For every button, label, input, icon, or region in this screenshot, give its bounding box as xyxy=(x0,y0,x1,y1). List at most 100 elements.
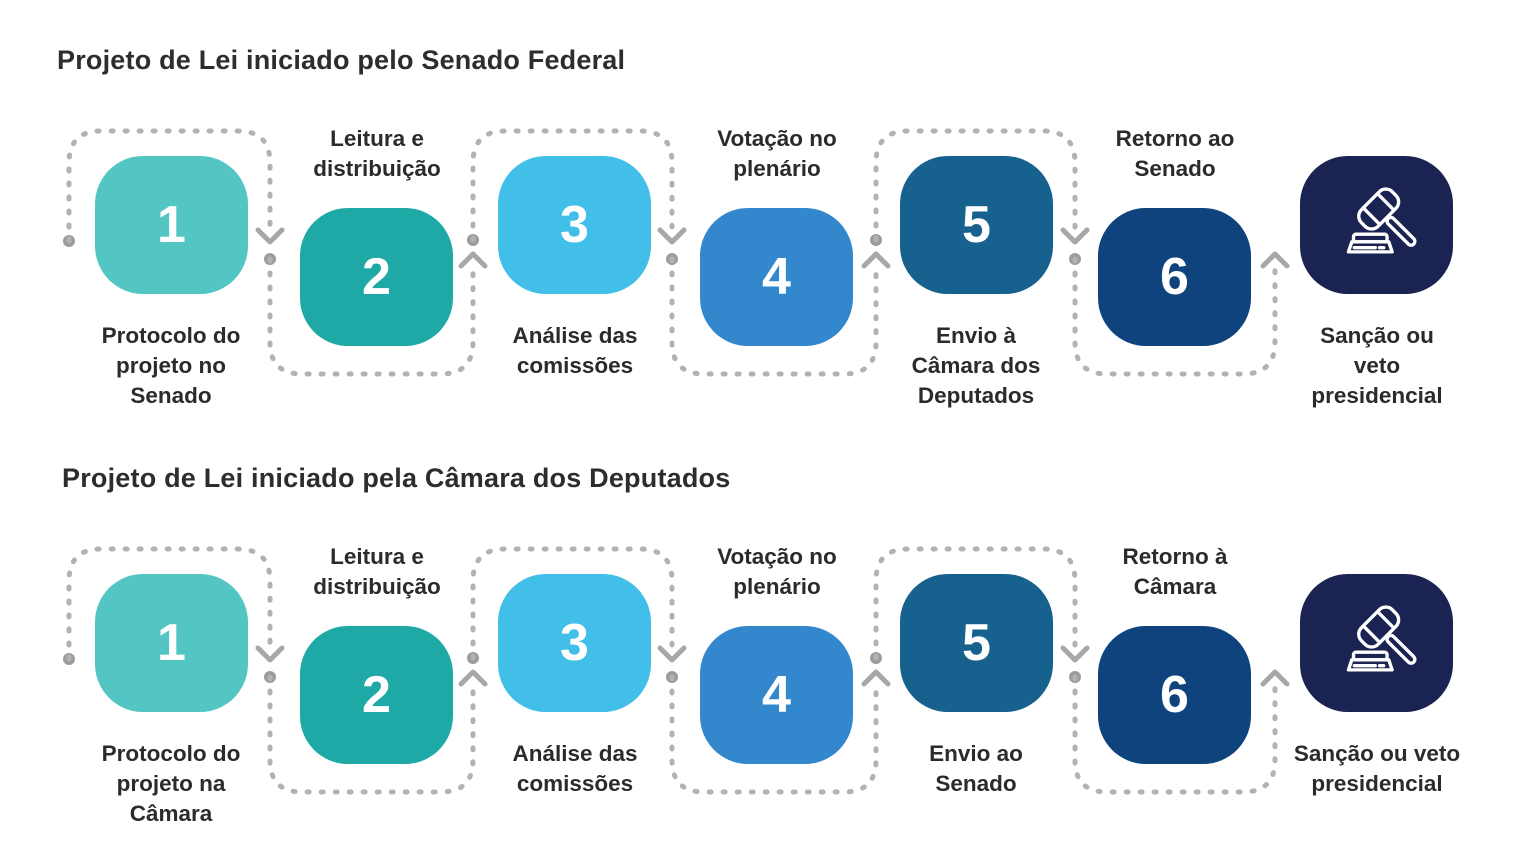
label-line: comissões xyxy=(516,353,634,378)
label-line: Leitura e xyxy=(330,126,424,151)
step-number: 2 xyxy=(362,248,391,306)
label-line: Envio ao xyxy=(929,741,1023,766)
label-line: veto xyxy=(1353,353,1401,378)
step-3-label: Análise das comissões xyxy=(460,739,690,799)
connector-dot xyxy=(467,234,479,246)
arrow-up-icon xyxy=(861,251,891,269)
connector-dot xyxy=(264,253,276,265)
label-line: Câmara xyxy=(1133,574,1217,599)
step-4-block: 4 xyxy=(700,208,853,346)
final-step-label: Sanção ou veto presidencial xyxy=(1262,321,1492,411)
step-2-block: 2 xyxy=(300,626,453,764)
step-4-block: 4 xyxy=(700,626,853,764)
step-4-label: Votação no plenário xyxy=(662,124,892,184)
flow-title-senado: Projeto de Lei iniciado pelo Senado Fede… xyxy=(57,45,626,75)
step-4-label: Votação no plenário xyxy=(662,542,892,602)
label-line: Sanção ou veto xyxy=(1293,741,1461,766)
arrow-down-icon xyxy=(1060,645,1090,663)
arrow-up-icon xyxy=(1260,669,1290,687)
label-line: distribuição xyxy=(313,574,441,599)
label-line: Câmara dos xyxy=(911,353,1041,378)
step-3-label: Análise das comissões xyxy=(460,321,690,381)
arrow-up-icon xyxy=(861,669,891,687)
label-line: projeto na xyxy=(116,771,226,796)
step-2-label: Leitura e distribuição xyxy=(262,124,492,184)
label-line: Análise das xyxy=(512,741,638,766)
label-line: plenário xyxy=(733,574,821,599)
gavel-icon xyxy=(1346,187,1417,254)
arrow-down-icon xyxy=(255,227,285,245)
step-5-label: Envio à Câmara dos Deputados xyxy=(861,321,1091,411)
final-step-block xyxy=(1300,156,1453,294)
label-line: Sanção ou xyxy=(1320,323,1434,348)
label-line: comissões xyxy=(516,771,634,796)
arrow-up-icon xyxy=(458,669,488,687)
step-6-block: 6 xyxy=(1098,208,1251,346)
arrow-down-icon xyxy=(657,645,687,663)
label-line: Retorno ao xyxy=(1115,126,1235,151)
final-step-label: Sanção ou veto presidencial xyxy=(1262,739,1492,799)
arrow-up-icon xyxy=(1260,251,1290,269)
step-1-block: 1 xyxy=(95,156,248,294)
step-6-label: Retorno à Câmara xyxy=(1060,542,1290,602)
step-number: 5 xyxy=(962,614,991,672)
connector-dot xyxy=(467,652,479,664)
connector-start-dot xyxy=(63,235,75,247)
step-5-block: 5 xyxy=(900,156,1053,294)
step-number: 5 xyxy=(962,196,991,254)
step-3-block: 3 xyxy=(498,156,651,294)
connector-dot xyxy=(870,234,882,246)
step-number: 3 xyxy=(560,196,589,254)
label-line: Deputados xyxy=(917,383,1035,408)
step-2-label: Leitura e distribuição xyxy=(262,542,492,602)
step-1-label: Protocolo do projeto na Câmara xyxy=(56,739,286,829)
label-line: Envio à xyxy=(935,323,1017,348)
connector-dot xyxy=(264,671,276,683)
step-number: 6 xyxy=(1160,666,1189,724)
label-line: projeto no xyxy=(116,353,226,378)
label-line: Senado xyxy=(1134,156,1216,181)
connector-dot xyxy=(1069,253,1081,265)
label-line: Análise das xyxy=(512,323,638,348)
step-3-block: 3 xyxy=(498,574,651,712)
step-2-block: 2 xyxy=(300,208,453,346)
arrow-down-icon xyxy=(1060,227,1090,245)
step-number: 1 xyxy=(157,196,186,254)
gavel-icon xyxy=(1346,605,1417,672)
label-line: Senado xyxy=(935,771,1017,796)
step-number: 6 xyxy=(1160,248,1189,306)
step-6-block: 6 xyxy=(1098,626,1251,764)
step-6-label: Retorno ao Senado xyxy=(1060,124,1290,184)
arrow-up-icon xyxy=(458,251,488,269)
step-number: 3 xyxy=(560,614,589,672)
label-line: Votação no xyxy=(717,126,837,151)
step-5-label: Envio ao Senado xyxy=(861,739,1091,799)
final-step-block xyxy=(1300,574,1453,712)
connector-dot xyxy=(1069,671,1081,683)
step-number: 2 xyxy=(362,666,391,724)
label-line: presidencial xyxy=(1311,771,1443,796)
connector-dot xyxy=(666,253,678,265)
step-1-label: Protocolo do projeto no Senado xyxy=(56,321,286,411)
step-5-block: 5 xyxy=(900,574,1053,712)
connector-start-dot xyxy=(63,653,75,665)
label-line: Protocolo do xyxy=(101,323,241,348)
connector-dot xyxy=(870,652,882,664)
step-number: 4 xyxy=(762,666,791,724)
step-number: 1 xyxy=(157,614,186,672)
label-line: plenário xyxy=(733,156,821,181)
connector-dot xyxy=(666,671,678,683)
arrow-down-icon xyxy=(657,227,687,245)
label-line: Retorno à xyxy=(1122,544,1228,569)
label-line: presidencial xyxy=(1311,383,1443,408)
flow-title-camara: Projeto de Lei iniciado pela Câmara dos … xyxy=(62,463,731,493)
label-line: Votação no xyxy=(717,544,837,569)
label-line: Câmara xyxy=(129,801,213,826)
label-line: Protocolo do xyxy=(101,741,241,766)
step-number: 4 xyxy=(762,248,791,306)
step-1-block: 1 xyxy=(95,574,248,712)
arrow-down-icon xyxy=(255,645,285,663)
label-line: Senado xyxy=(130,383,212,408)
label-line: distribuição xyxy=(313,156,441,181)
